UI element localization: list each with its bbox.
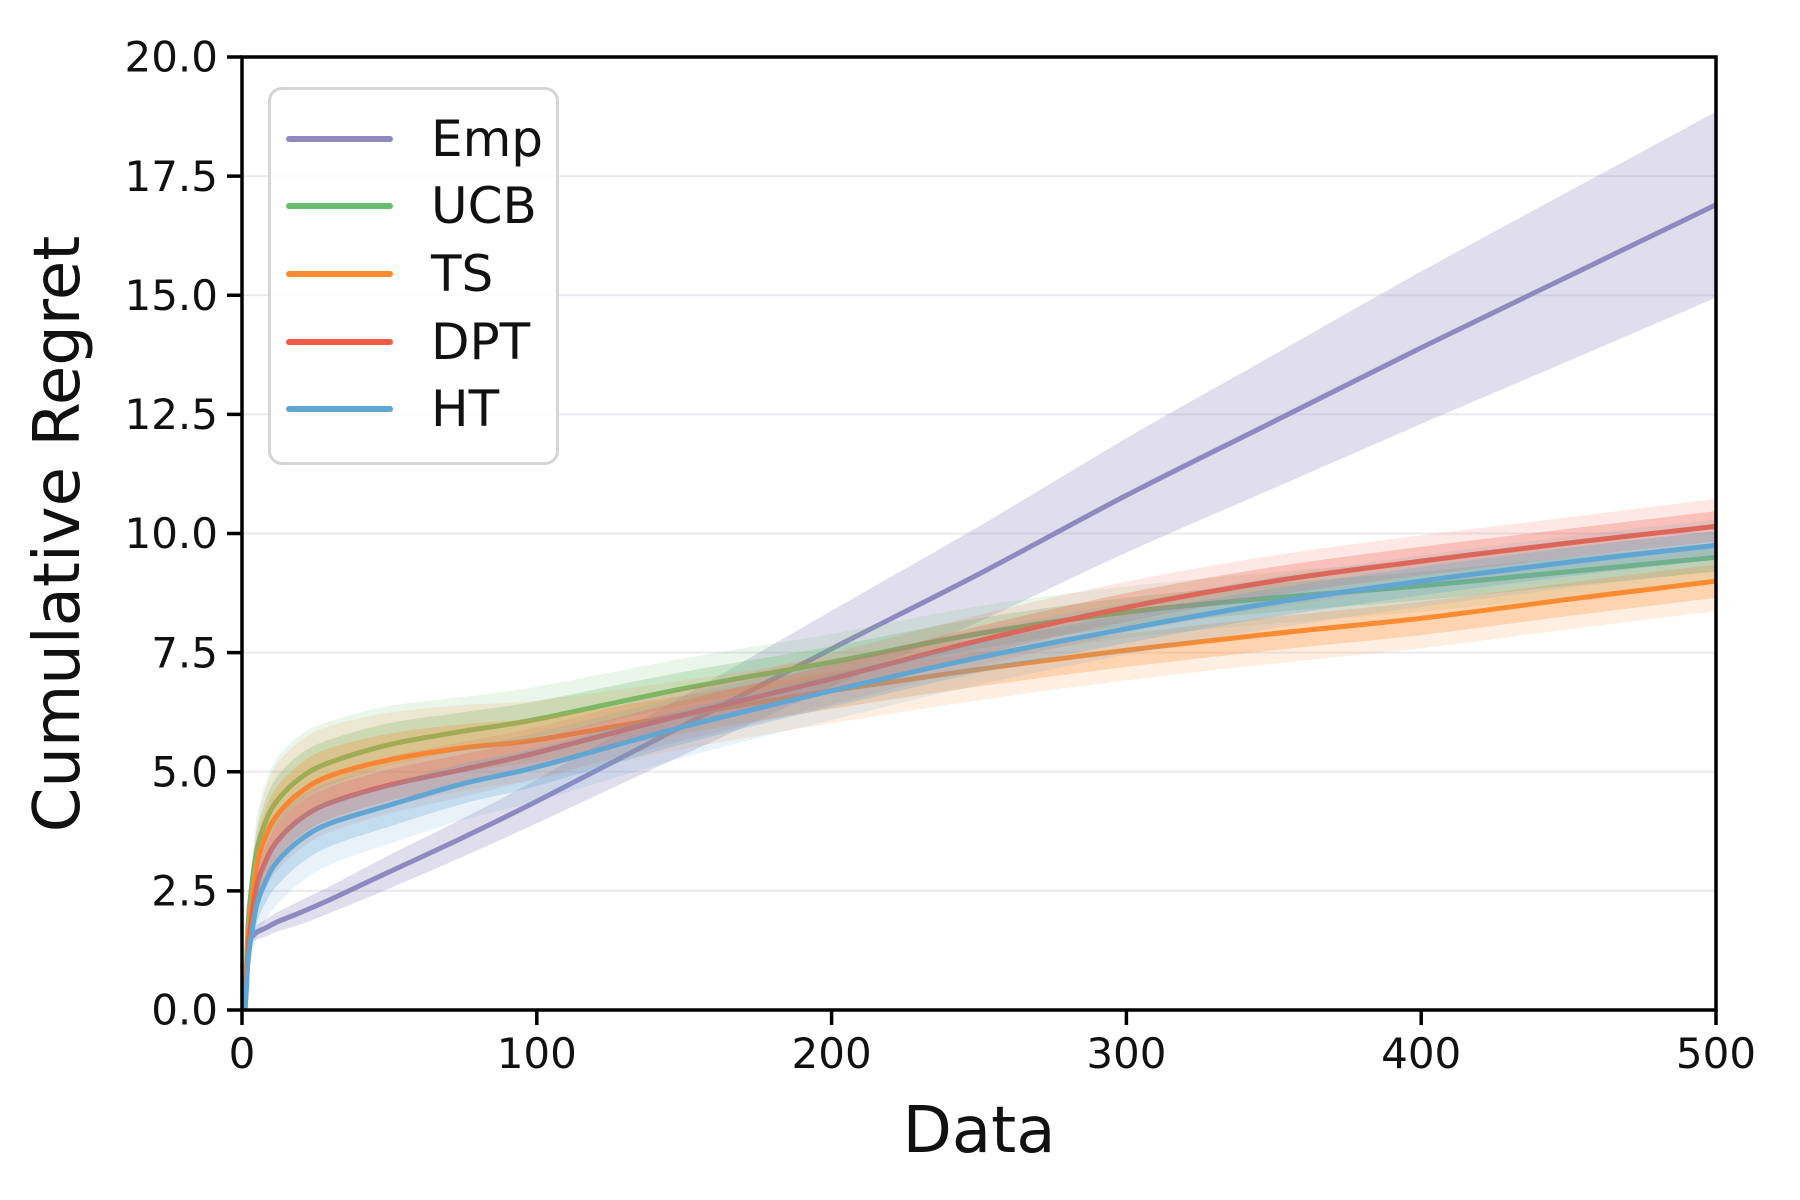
y-axis-label: Cumulative Regret	[21, 235, 95, 833]
legend-swatch-dpt	[286, 338, 393, 345]
legend-row-ts: TS	[271, 249, 556, 299]
x-tick-label: 500	[1676, 1029, 1756, 1078]
legend-swatch-emp	[286, 135, 393, 142]
legend-label: TS	[431, 244, 494, 303]
x-tick-label: 400	[1381, 1029, 1461, 1078]
series-band-ts	[242, 564, 1716, 1010]
series-line-ht	[242, 542, 1716, 1010]
series-band-outer-ucb	[242, 531, 1716, 1010]
y-tick-label: 12.5	[124, 390, 218, 439]
legend-row-ucb: UCB	[271, 181, 556, 231]
x-tick-label: 300	[1086, 1029, 1166, 1078]
series-band-ucb	[242, 543, 1716, 1010]
series-line-ts	[242, 578, 1716, 1010]
x-tick-label: 0	[229, 1029, 256, 1078]
y-tick-label: 0.0	[151, 986, 218, 1035]
series-band-dpt	[242, 511, 1716, 1010]
legend-row-dpt: DPT	[271, 317, 556, 367]
legend-label: HT	[431, 380, 500, 439]
y-tick-label: 10.0	[124, 509, 218, 558]
y-tick-label: 20.0	[124, 33, 218, 82]
y-tick-label: 17.5	[124, 152, 218, 201]
series-band-ht	[242, 531, 1716, 1010]
x-tick-label: 200	[792, 1029, 872, 1078]
x-axis-label: Data	[902, 1094, 1056, 1168]
legend: Emp UCB TS DPT HT	[268, 87, 559, 465]
x-tick-label: 100	[497, 1029, 577, 1078]
legend-row-emp: Emp	[271, 114, 556, 164]
series-band-emp	[242, 111, 1716, 1010]
legend-label: Emp	[431, 109, 544, 168]
legend-swatch-ts	[286, 270, 393, 277]
y-tick-label: 15.0	[124, 271, 218, 320]
legend-label: DPT	[431, 312, 531, 371]
legend-row-ht: HT	[271, 384, 556, 434]
y-tick-label: 2.5	[151, 867, 218, 916]
y-tick-label: 7.5	[151, 628, 218, 677]
series-line-dpt	[242, 523, 1716, 1010]
series-line-emp	[242, 202, 1716, 1010]
legend-swatch-ht	[286, 406, 393, 413]
legend-swatch-ucb	[286, 203, 393, 210]
y-tick-label: 5.0	[151, 747, 218, 796]
legend-label: UCB	[431, 177, 537, 236]
